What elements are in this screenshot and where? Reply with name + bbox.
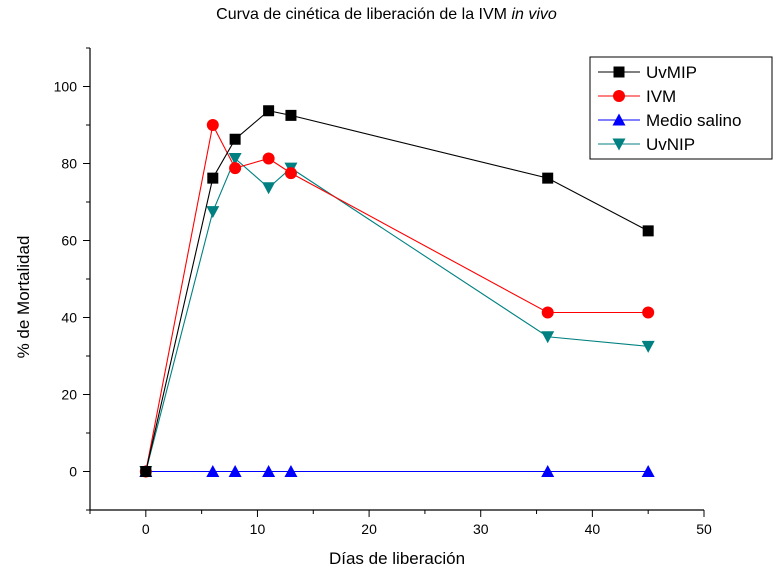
legend-entry: UvMIP (646, 63, 697, 82)
chart-title-italic: in vivo (511, 6, 557, 23)
legend-marker (612, 138, 626, 151)
y-tick-label: 40 (61, 310, 77, 326)
series-line-uvmip (145, 110, 649, 472)
data-point (228, 152, 242, 165)
y-tick-label: 80 (61, 156, 77, 172)
data-point (263, 105, 275, 117)
data-point (541, 465, 555, 477)
data-point (542, 172, 554, 184)
data-point (140, 466, 152, 477)
x-tick-label: 0 (142, 521, 150, 537)
data-point (206, 206, 220, 219)
data-point (206, 465, 220, 477)
data-point (284, 167, 297, 180)
data-point (641, 340, 655, 353)
data-point (642, 225, 654, 237)
data-point (284, 465, 298, 477)
chart-title-text: Curva de cinética de liberación de la IV… (216, 6, 507, 23)
data-point (229, 133, 241, 145)
y-tick-label: 100 (54, 79, 78, 95)
y-tick-label: 0 (69, 464, 77, 480)
data-point (262, 465, 276, 477)
legend-entry: IVM (646, 87, 676, 106)
x-axis-label: Días de liberación (328, 549, 466, 568)
legend-marker (613, 90, 625, 102)
data-point (541, 306, 554, 319)
y-tick-label: 20 (61, 387, 77, 403)
legend-entry: UvNIP (646, 135, 695, 154)
legend-marker (613, 66, 625, 78)
x-tick-label: 30 (473, 521, 489, 537)
series-line-ivm (145, 123, 649, 472)
data-point (285, 109, 297, 121)
data-point (262, 182, 276, 195)
legend-entry: Medio salino (646, 111, 741, 130)
y-tick-label: 60 (61, 233, 77, 249)
data-point (206, 119, 219, 131)
data-point (207, 172, 219, 184)
x-tick-label: 40 (585, 521, 601, 537)
x-tick-label: 10 (250, 521, 266, 537)
series-line-uvnip (145, 157, 649, 472)
chart-title: Curva de cinética de liberación de la IV… (0, 6, 773, 24)
data-point (541, 331, 555, 344)
y-axis-label: % de Mortalidad (14, 235, 33, 359)
data-point (229, 162, 242, 175)
x-tick-label: 50 (696, 521, 712, 537)
data-point (641, 465, 655, 477)
data-point (262, 152, 275, 165)
legend-marker (612, 113, 626, 126)
x-tick-label: 20 (361, 521, 377, 537)
data-point (228, 465, 242, 477)
data-point (642, 306, 655, 319)
